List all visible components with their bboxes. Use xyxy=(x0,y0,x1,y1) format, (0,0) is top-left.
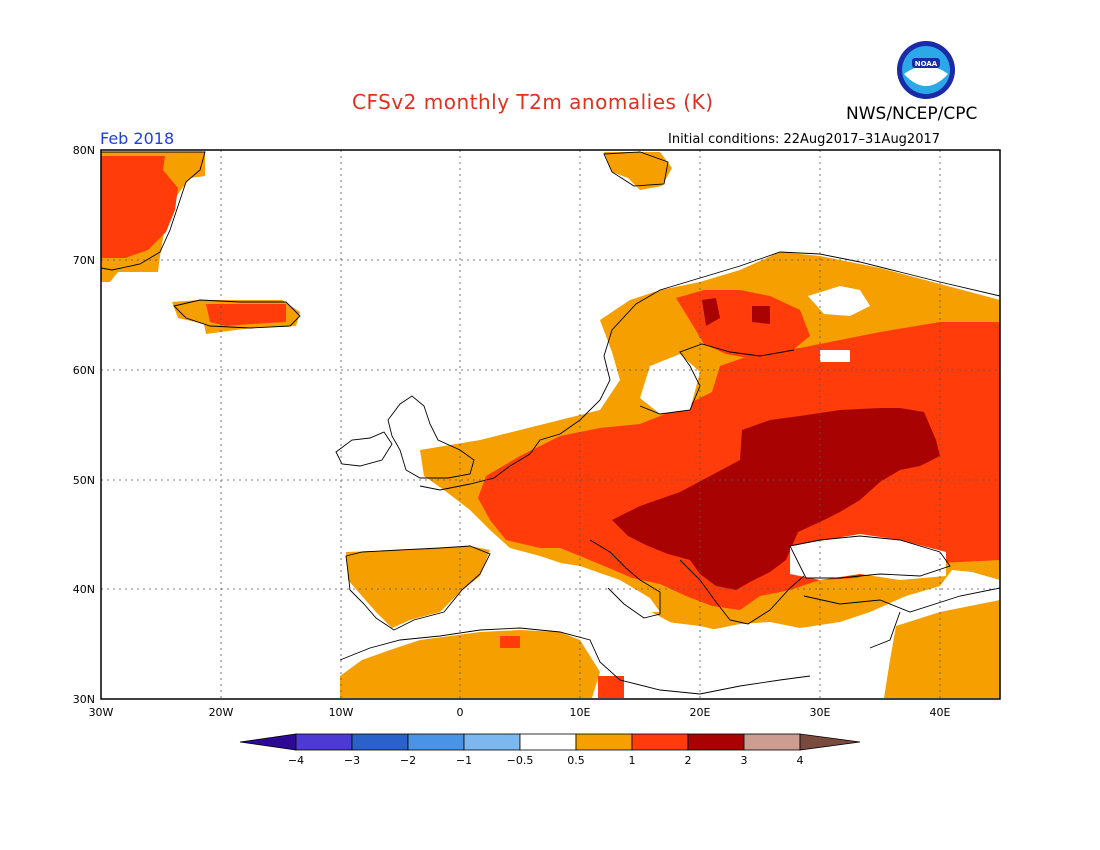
lon-label: 30E xyxy=(810,706,831,719)
lat-label: 80N xyxy=(73,144,95,157)
lon-label: 20E xyxy=(690,706,711,719)
coastlines xyxy=(101,151,1000,695)
colorbar-swatch xyxy=(575,733,633,751)
colorbar-swatch xyxy=(631,733,689,751)
colorbar-label: 0.5 xyxy=(567,754,585,767)
lat-label: 70N xyxy=(73,254,95,267)
lat-label: 40N xyxy=(73,583,95,596)
colorbar-swatch xyxy=(295,733,353,751)
colorbar-swatch xyxy=(743,733,801,751)
anomaly-field xyxy=(101,152,1000,698)
colorbar-label: −3 xyxy=(344,754,360,767)
colorbar-arrow-right xyxy=(799,733,861,751)
colorbar-label: −0.5 xyxy=(507,754,534,767)
longitude-labels: 30W 20W 10W 0 10E 20E 30E 40E xyxy=(89,706,951,719)
map-frame xyxy=(100,149,1001,700)
colorbar-swatch xyxy=(519,733,577,751)
initial-conditions: Initial conditions: 22Aug2017–31Aug2017 xyxy=(668,132,941,147)
colorbar-swatch xyxy=(687,733,745,751)
lon-label: 40E xyxy=(930,706,951,719)
lon-label: 0 xyxy=(457,706,464,719)
colorbar-swatch xyxy=(351,733,409,751)
lon-label: 30W xyxy=(89,706,114,719)
lon-label: 20W xyxy=(209,706,234,719)
colorbar-label: 3 xyxy=(741,754,748,767)
chart-title: CFSv2 monthly T2m anomalies (K) xyxy=(352,90,714,114)
noaa-logo: NOAA xyxy=(897,41,955,99)
latitude-labels: 80N 70N 60N 50N 40N 30N xyxy=(73,144,95,706)
colorbar-label: −4 xyxy=(288,754,304,767)
colorbar-swatch xyxy=(463,733,521,751)
colorbar-arrow-left xyxy=(239,733,297,751)
lat-label: 60N xyxy=(73,364,95,377)
colorbar-label: 2 xyxy=(685,754,692,767)
colorbar-label: −1 xyxy=(456,754,472,767)
lon-label: 10W xyxy=(329,706,354,719)
lat-label: 50N xyxy=(73,474,95,487)
colorbar-label: 4 xyxy=(797,754,804,767)
colorbar-label: −2 xyxy=(400,754,416,767)
noaa-logo-text: NOAA xyxy=(915,60,938,68)
lon-label: 10E xyxy=(570,706,591,719)
organization-label: NWS/NCEP/CPC xyxy=(846,104,978,124)
colorbar-label: 1 xyxy=(629,754,636,767)
colorbar: −4 −3 −2 −1 −0.5 0.5 1 2 3 4 xyxy=(239,733,861,767)
graticule xyxy=(101,150,1000,699)
colorbar-swatch xyxy=(407,733,465,751)
lat-label: 30N xyxy=(73,693,95,706)
forecast-month: Feb 2018 xyxy=(100,129,175,148)
